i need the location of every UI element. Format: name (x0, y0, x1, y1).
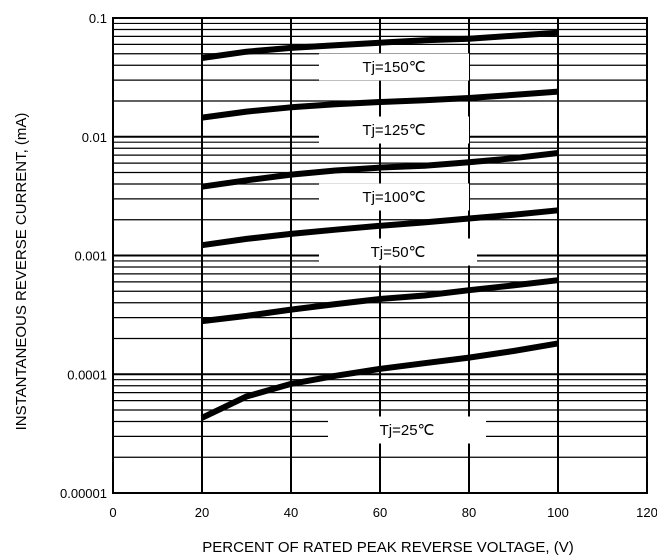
y-tick-label: 0.0001 (67, 367, 107, 382)
series-line (201, 277, 559, 325)
series-label: Tj=150℃ (362, 59, 425, 76)
x-tick-label: 60 (373, 505, 387, 520)
plot-frame (112, 17, 648, 494)
x-axis-title: PERCENT OF RATED PEAK REVERSE VOLTAGE, (… (202, 539, 573, 556)
series-label-box (319, 116, 469, 144)
x-tick-label: 120 (636, 505, 657, 520)
series-label-box (319, 238, 477, 266)
y-tick-label: 0.001 (74, 249, 107, 264)
x-tick-label: 0 (109, 505, 116, 520)
series-label: Tj=125℃ (362, 122, 425, 139)
series-label-box (319, 53, 469, 81)
series-line (201, 29, 559, 61)
x-tick-label: 100 (547, 505, 569, 520)
x-tick-label: 80 (462, 505, 476, 520)
x-tick-label: 40 (284, 505, 298, 520)
series-line (200, 340, 559, 421)
label-layer: Tj=150℃ Tj=125℃ Tj=100℃ Tj=50℃ Tj=25℃ (319, 53, 486, 444)
x-tick-label: 20 (195, 505, 209, 520)
tick-layer: 0.00001 0.0001 0.001 0.01 0.1 0 20 40 60 80 100 120 (60, 11, 657, 520)
y-tick-label: 0.00001 (60, 486, 107, 501)
series-label-box (319, 183, 469, 211)
series-layer (200, 29, 559, 421)
series-label-box (328, 416, 486, 444)
series-label: Tj=100℃ (362, 189, 425, 206)
series-line (201, 207, 559, 249)
series-label: Tj=50℃ (371, 244, 426, 261)
y-tick-label: 0.01 (82, 130, 107, 145)
series-line (201, 88, 559, 121)
y-tick-label: 0.1 (89, 11, 107, 26)
series-label: Tj=25℃ (380, 422, 435, 439)
y-axis-title: INSTANTANEOUS REVERSE CURRENT, (mA) (13, 113, 30, 431)
series-line (201, 150, 559, 190)
